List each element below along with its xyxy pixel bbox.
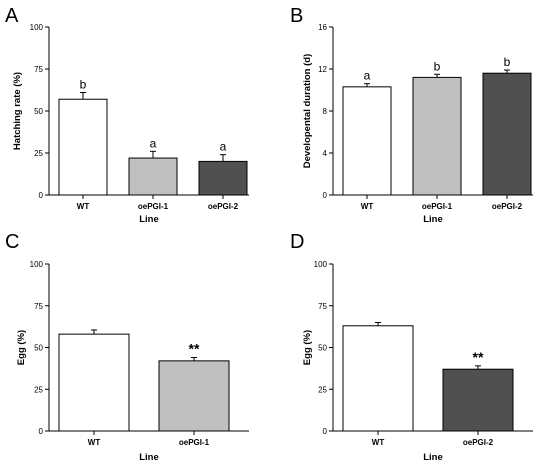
y-tick-label: 16 — [318, 23, 327, 32]
panel-d: D 0 25 50 75 100 WT ** oePGI-2 Line Egg (%) — [290, 231, 533, 463]
bar-wt — [342, 325, 414, 432]
y-tick-label: 75 — [318, 302, 327, 311]
y-tick-label: 0 — [323, 427, 328, 436]
significance-label: a — [220, 140, 227, 154]
y-tick-label: 75 — [34, 302, 43, 311]
x-tick-label: WT — [361, 202, 374, 211]
x-axis-title: Line — [139, 214, 159, 225]
y-axis-title: Egg (%) — [16, 330, 27, 365]
y-tick-label: 25 — [34, 385, 43, 394]
panel-b: B 0 4 8 12 16 a WT b oePGI-1 b oePGI-2 Line Developen… — [290, 5, 533, 225]
significance-label: ** — [189, 341, 200, 357]
panel-letter: D — [290, 231, 304, 253]
x-tick-label: oePGI-1 — [179, 438, 210, 447]
y-tick-label: 0 — [323, 191, 328, 200]
y-tick-label: 100 — [30, 260, 44, 269]
significance-label: b — [80, 78, 87, 92]
y-tick-label: 8 — [323, 107, 328, 116]
significance-label: a — [150, 136, 157, 150]
bar-oepgi-1 — [128, 157, 178, 196]
x-tick-label: WT — [88, 438, 101, 447]
bar-oepgi-1 — [158, 360, 230, 432]
y-tick-label: 0 — [39, 191, 44, 200]
bar-oepgi-1 — [412, 76, 462, 196]
y-tick-label: 0 — [39, 427, 44, 436]
y-tick-label: 100 — [314, 260, 328, 269]
x-tick-label: oePGI-2 — [463, 438, 494, 447]
panel-c: C 0 25 50 75 100 WT ** oePGI-1 Line Egg (%) — [5, 231, 249, 463]
y-tick-label: 50 — [318, 344, 327, 353]
bar-oepgi-2 — [198, 160, 248, 196]
bar-wt — [342, 86, 392, 196]
significance-label: a — [364, 69, 371, 83]
y-tick-label: 25 — [34, 149, 43, 158]
significance-label: ** — [473, 349, 484, 365]
y-axis-title: Egg (%) — [302, 330, 313, 365]
x-tick-label: oePGI-2 — [208, 202, 239, 211]
y-tick-label: 75 — [34, 65, 43, 74]
significance-label: b — [504, 55, 511, 69]
panel-a: A 0 25 50 75 100 b WT a oePGI-1 a oePGI-2 Line Hatchi… — [5, 5, 249, 225]
x-tick-label: oePGI-1 — [422, 202, 453, 211]
x-tick-label: oePGI-1 — [138, 202, 169, 211]
bar-oepgi-2 — [482, 72, 532, 196]
y-tick-label: 50 — [34, 107, 43, 116]
y-tick-label: 4 — [323, 149, 328, 158]
bar-oepgi-2 — [442, 368, 514, 432]
x-tick-label: WT — [372, 438, 385, 447]
x-tick-label: oePGI-2 — [492, 202, 523, 211]
x-axis-title: Line — [139, 452, 159, 463]
panel-letter: A — [5, 5, 19, 27]
panel-letter: C — [5, 231, 19, 253]
y-tick-label: 100 — [30, 23, 44, 32]
y-axis-title: Developental duration (d) — [302, 54, 313, 169]
y-axis-title: Hatching rate (%) — [12, 72, 23, 150]
y-tick-label: 50 — [34, 344, 43, 353]
bar-wt — [58, 98, 108, 196]
x-axis-title: Line — [423, 214, 443, 225]
y-tick-label: 25 — [318, 385, 327, 394]
significance-label: b — [434, 59, 441, 73]
panel-letter: B — [290, 5, 303, 27]
x-axis-title: Line — [423, 452, 443, 463]
y-tick-label: 12 — [318, 65, 327, 74]
x-tick-label: WT — [77, 202, 90, 211]
bar-wt — [58, 333, 130, 432]
